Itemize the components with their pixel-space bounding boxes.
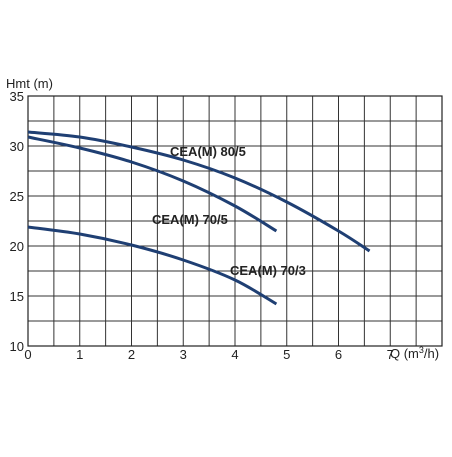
tick-labels: 0 1 2 3 4 5 6 7 10 15 20 25 30 35 (10, 89, 394, 362)
x-tick-label: 0 (24, 347, 31, 362)
x-tick-label: 1 (76, 347, 83, 362)
series-label-cea-m-70-3: CEA(M) 70/3 (230, 263, 306, 278)
series-labels: CEA(M) 80/5 CEA(M) 70/5 CEA(M) 70/3 (152, 144, 306, 278)
y-axis-title: Hmt (m) (6, 76, 53, 91)
x-tick-label: 2 (128, 347, 135, 362)
y-tick-label: 25 (10, 189, 24, 204)
series-label-cea-m-70-5: CEA(M) 70/5 (152, 212, 228, 227)
x-tick-label: 6 (335, 347, 342, 362)
y-tick-label: 35 (10, 89, 24, 104)
y-tick-label: 20 (10, 239, 24, 254)
series-line-cea-m-70-3 (27, 225, 278, 306)
x-axis-title: Q (m3/h) (390, 345, 439, 361)
y-tick-label: 30 (10, 139, 24, 154)
grid (27, 95, 443, 347)
y-tick-label: 10 (10, 339, 24, 354)
x-tick-label: 7 (387, 347, 394, 362)
series-lines (27, 130, 371, 306)
series-line-cea-m-70-5 (27, 135, 278, 233)
x-tick-label: 3 (180, 347, 187, 362)
plot-frame (27, 95, 443, 347)
series-label-cea-m-80-5: CEA(M) 80/5 (170, 144, 246, 159)
y-tick-label: 15 (10, 289, 24, 304)
x-tick-label: 5 (283, 347, 290, 362)
x-tick-label: 4 (231, 347, 238, 362)
series-line-cea-m-80-5 (27, 130, 371, 253)
